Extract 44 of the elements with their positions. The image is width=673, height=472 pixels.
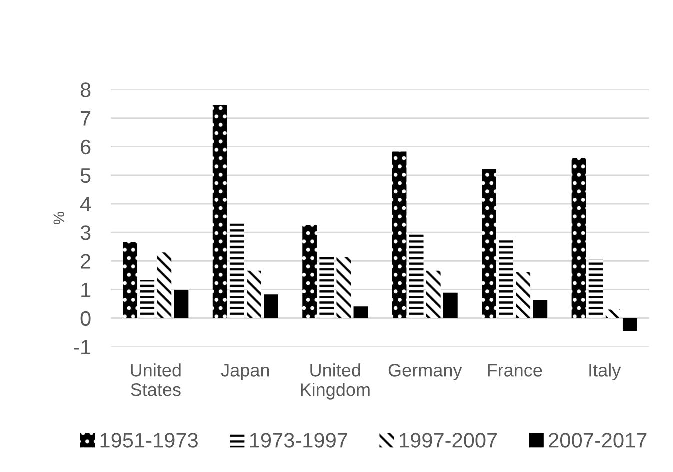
y-tick-label: 1 bbox=[82, 282, 91, 298]
bar bbox=[622, 318, 638, 332]
y-tick-label: 8 bbox=[80, 82, 91, 98]
bar bbox=[392, 152, 407, 318]
bar bbox=[444, 292, 458, 318]
bar bbox=[533, 300, 548, 318]
x-tick-label: Japan bbox=[221, 364, 270, 380]
x-tick-label: United Kingdom bbox=[301, 364, 370, 400]
bar bbox=[606, 310, 620, 318]
y-tick-label: 3 bbox=[80, 226, 91, 240]
x-tick-label: Germany bbox=[388, 364, 462, 380]
y-tick-label: 0 bbox=[80, 311, 91, 326]
y-tick-label: 6 bbox=[81, 140, 91, 155]
bar bbox=[320, 254, 334, 318]
bar bbox=[426, 270, 441, 318]
bar bbox=[588, 259, 604, 318]
bar bbox=[246, 270, 262, 318]
y-tick-label: 4 bbox=[80, 197, 91, 212]
x-tick-label: France bbox=[488, 364, 542, 377]
y-axis-title: % bbox=[54, 212, 64, 225]
bar bbox=[482, 169, 496, 318]
y-tick-label: 5 bbox=[80, 168, 91, 184]
bar bbox=[140, 280, 155, 318]
bar bbox=[336, 257, 352, 318]
legend-label: 1973-1997 bbox=[250, 433, 348, 448]
bar bbox=[157, 252, 172, 318]
legend-label: 1951-1973 bbox=[100, 433, 198, 448]
bar bbox=[572, 158, 586, 318]
bar bbox=[499, 237, 514, 318]
bar bbox=[516, 272, 531, 318]
legend-label: 2007-2017 bbox=[549, 433, 647, 448]
x-tick-label: Italy bbox=[590, 364, 622, 380]
bar bbox=[354, 306, 368, 318]
y-tick-label: 7 bbox=[81, 111, 91, 126]
legend-label: 1997-2007 bbox=[400, 433, 498, 448]
bar bbox=[302, 225, 317, 318]
y-tick-label: -1 bbox=[74, 340, 91, 354]
bar bbox=[264, 294, 278, 318]
bar bbox=[212, 105, 228, 318]
bar bbox=[174, 290, 189, 318]
x-tick-label: United States bbox=[131, 364, 181, 396]
y-tick-label: 2 bbox=[81, 254, 91, 269]
bar bbox=[409, 234, 424, 318]
bar bbox=[123, 242, 138, 318]
